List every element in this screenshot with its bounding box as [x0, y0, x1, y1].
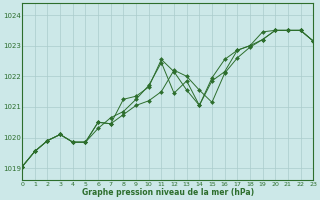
- X-axis label: Graphe pression niveau de la mer (hPa): Graphe pression niveau de la mer (hPa): [82, 188, 254, 197]
